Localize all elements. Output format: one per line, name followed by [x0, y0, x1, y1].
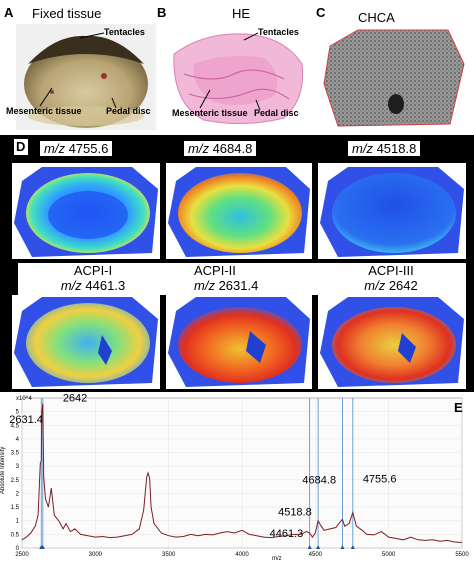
y-tick-label: 2.5	[11, 478, 20, 484]
x-tick-label: 5500	[455, 552, 469, 558]
panel-letter-a: A	[4, 5, 14, 20]
x-tick-label: 5000	[382, 552, 396, 558]
panel-d: D m/z 4755.6 m/z 4684.8 m/z 4518.8 ACPI-…	[0, 135, 474, 392]
heatmap-4684	[166, 163, 312, 259]
x-tick-label: 2500	[15, 552, 29, 558]
panel-letter-d: D	[16, 139, 26, 154]
mz-label-3: m/z 4518.8	[348, 141, 421, 156]
mz-label-6: ACPI-III m/z 2642	[316, 263, 466, 295]
ann-b-tentacles: Tentacles	[258, 27, 299, 37]
heatmap-2631	[166, 295, 312, 389]
spectrum-scale-note: x10^4	[16, 396, 32, 402]
chca-matrix-image	[323, 29, 465, 127]
ann-b-pedal-disc: Pedal disc	[254, 108, 299, 118]
panel-letter-b: B	[157, 5, 167, 20]
peak-marker-triangle	[39, 545, 44, 549]
peak-marker-triangle	[350, 545, 355, 549]
panel-c-title: CHCA	[358, 10, 395, 25]
x-tick-label: 4500	[309, 552, 323, 558]
y-tick-label: 3	[16, 464, 20, 470]
heatmap-4518	[318, 163, 466, 259]
y-tick-label: 1.5	[11, 505, 20, 511]
spectrum-x-axis-label: m/z	[272, 556, 282, 562]
mz-label-4: ACPI-I m/z 4461.3	[18, 263, 168, 295]
peak-label: 4755.6	[363, 474, 397, 486]
peak-marker-triangle	[340, 545, 345, 549]
mz-label-5: ACPI-II m/z 2631.4	[168, 263, 316, 295]
heatmap-4461	[12, 295, 160, 389]
y-tick-label: 4	[16, 437, 20, 443]
ann-a-mesenteric: Mesenteric tissue	[6, 106, 82, 116]
heatmap-2642	[318, 295, 466, 389]
spectrum-series-line	[21, 403, 463, 543]
y-tick-label: 0	[16, 546, 20, 552]
heatmap-4755	[12, 163, 160, 259]
peak-label: 4461.3	[270, 528, 304, 540]
peak-label: 2642	[63, 392, 87, 404]
spectrum-y-tick-labels: 0 0.5 1 1.5 2 2.5 3 3.5 4 4.5 5	[11, 410, 20, 552]
x-tick-label: 4000	[235, 552, 249, 558]
x-tick-label: 3000	[89, 552, 103, 558]
spectrum-x-tick-labels: 2500 3000 3500 4000 4500 5000 5500	[15, 552, 469, 558]
mass-spectrum-chart: 0 0.5 1 1.5 2 2.5 3 3.5 4 4.5 5 2500 3000 3500 4000 45…	[0, 392, 474, 564]
ann-b-mesenteric: Mesenteric tissue	[172, 108, 248, 118]
peak-label: 4684.8	[302, 474, 336, 486]
peak-label: 2631.4	[9, 414, 43, 426]
ann-a-tentacles: Tentacles	[104, 27, 145, 37]
spectrum-grid	[21, 397, 463, 549]
y-tick-label: 3.5	[11, 451, 20, 457]
panel-a-title: Fixed tissue	[32, 6, 102, 21]
fixed-tissue-photo	[16, 24, 156, 130]
panel-b-arrows	[199, 32, 261, 111]
y-tick-label: 4.5	[11, 423, 20, 429]
ann-a-pedal-disc: Pedal disc	[106, 106, 151, 116]
spectrum-y-axis-label: Absolute Intensity	[0, 447, 6, 494]
y-tick-label: 0.5	[11, 532, 20, 538]
peak-label: 4518.8	[278, 506, 312, 518]
panel-a-arrows	[39, 32, 117, 109]
he-stain-image	[164, 24, 310, 130]
mz-label-2: m/z 4684.8	[184, 141, 257, 156]
panel-letter-e: E	[454, 400, 463, 415]
y-tick-label: 1	[16, 519, 20, 525]
spectrum-peak-labels: 2642 2631.4 4518.8 4461.3 4684.8 4755.6	[9, 392, 396, 540]
peak-marker-triangle	[316, 545, 321, 549]
panel-letter-c: C	[316, 5, 326, 20]
panel-b-title: HE	[232, 6, 251, 21]
x-tick-label: 3500	[162, 552, 176, 558]
y-tick-label: 5	[16, 410, 20, 416]
mz-label-1: m/z 4755.6	[40, 141, 113, 156]
y-tick-label: 2	[16, 491, 20, 497]
peak-marker-triangle	[307, 545, 312, 549]
panel-d-letter-bg	[14, 139, 28, 155]
